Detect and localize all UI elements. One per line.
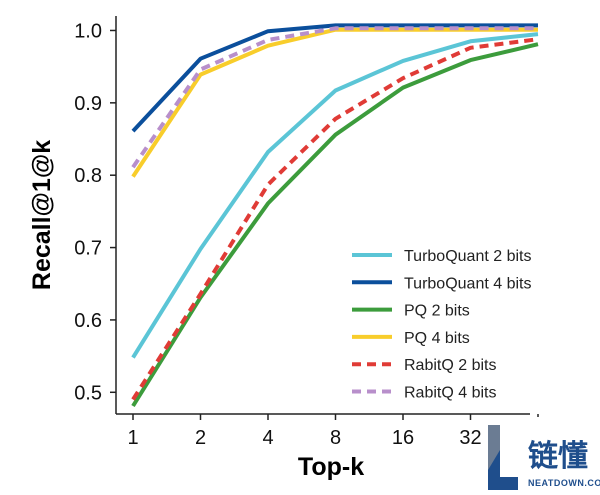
plot-lines — [131, 23, 539, 408]
watermark-text: 链懂 — [528, 439, 588, 473]
series-line-4 — [131, 37, 539, 401]
series-line-2 — [131, 42, 539, 408]
x-tick-label: 8 — [330, 427, 341, 449]
x-tick-label: 32 — [459, 427, 481, 449]
series-line-5 — [131, 26, 538, 169]
watermark-l-accent — [488, 425, 500, 470]
y-tick-label: 0.5 — [74, 382, 102, 404]
legend-label-2: PQ 2 bits — [404, 303, 470, 320]
x-axis-title: Top-k — [298, 453, 364, 481]
legend-label-5: RabitQ 4 bits — [404, 385, 496, 402]
watermark-subtext: NEATDOWN.COM — [528, 478, 600, 488]
legend-label-4: RabitQ 2 bits — [404, 357, 496, 374]
x-tick-label: 4 — [262, 427, 273, 449]
legend-label-1: TurboQuant 4 bits — [404, 275, 531, 292]
y-tick-label: 0.8 — [74, 165, 102, 187]
legend-label-0: TurboQuant 2 bits — [404, 248, 531, 265]
x-tick-label: 16 — [392, 427, 414, 449]
y-axis-title: Recall@1@k — [28, 140, 56, 290]
y-tick-label: 0.6 — [74, 310, 102, 332]
y-ticks: 0.5 0.6 0.7 0.8 0.9 1.0 — [74, 20, 116, 404]
watermark-logo: 链懂 NEATDOWN.COM — [486, 417, 600, 495]
x-ticks: 1248163264 — [127, 414, 549, 449]
y-tick-label: 0.7 — [74, 238, 102, 260]
x-tick-label: 2 — [195, 427, 206, 449]
y-tick-label: 0.9 — [74, 93, 102, 115]
legend: TurboQuant 2 bits TurboQuant 4 bits PQ 2 b… — [352, 248, 531, 402]
y-tick-label: 1.0 — [74, 20, 102, 42]
series-line-3 — [131, 27, 538, 178]
x-tick-label: 1 — [127, 427, 138, 449]
legend-label-3: PQ 4 bits — [404, 330, 470, 347]
